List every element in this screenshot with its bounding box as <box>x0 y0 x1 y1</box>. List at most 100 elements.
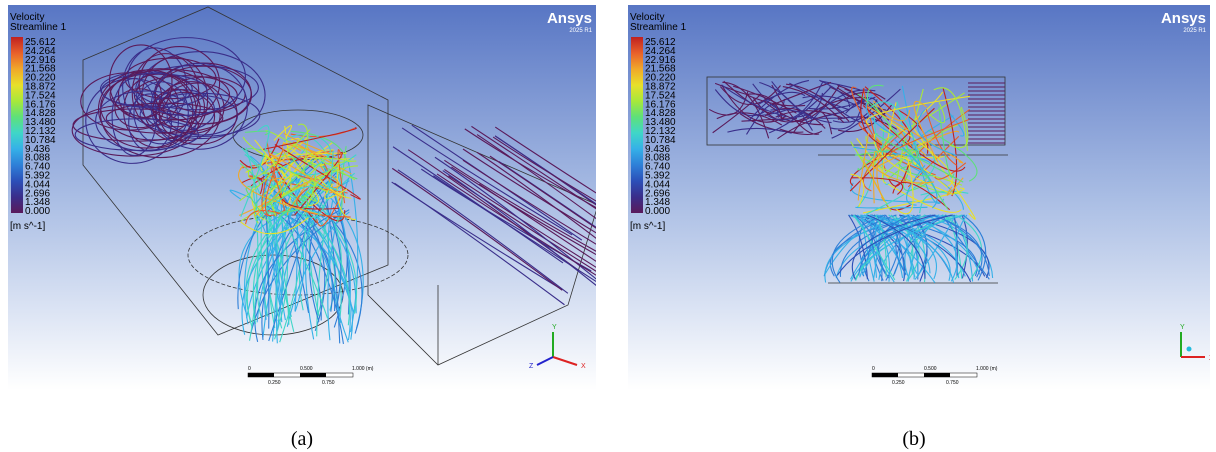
axis-z <box>1186 346 1192 352</box>
streamline <box>836 214 953 276</box>
streamline <box>873 100 911 122</box>
streamline <box>436 173 596 276</box>
streamline <box>251 173 336 311</box>
streamline <box>934 162 967 180</box>
streamline <box>240 177 263 195</box>
streamline <box>297 123 309 175</box>
streamline <box>867 106 964 164</box>
streamline <box>494 126 596 194</box>
streamline <box>95 90 197 152</box>
streamline <box>240 125 270 218</box>
streamline <box>819 80 861 91</box>
streamline <box>896 136 906 182</box>
streamline <box>270 166 287 204</box>
colorbar-label: 1.348 <box>25 197 50 208</box>
streamline <box>251 177 290 325</box>
streamline <box>327 177 350 341</box>
streamline <box>739 113 804 133</box>
streamline <box>839 214 921 277</box>
streamline <box>471 125 596 210</box>
colorbar-label: 13.480 <box>645 117 676 128</box>
streamline <box>758 91 806 105</box>
scale-label: 0.500 <box>924 366 937 372</box>
geometry <box>82 6 596 366</box>
streamline <box>856 214 907 275</box>
outline <box>367 104 596 366</box>
colorbar <box>11 37 23 213</box>
streamline <box>317 176 352 199</box>
streamline <box>74 118 200 151</box>
streamline <box>444 159 596 252</box>
brand-name: Ansys <box>1161 10 1206 27</box>
colorbar-label: 9.436 <box>25 144 50 155</box>
streamline <box>897 163 934 177</box>
streamline <box>837 103 893 132</box>
colorbar-label: 17.524 <box>25 90 56 101</box>
colorbar-label: 8.088 <box>645 153 670 164</box>
legend-variable: Velocity <box>10 12 44 23</box>
streamline <box>489 155 596 229</box>
streamline <box>849 107 935 192</box>
axis-label: Z <box>529 363 534 370</box>
streamline <box>476 151 596 239</box>
streamline <box>261 171 338 341</box>
streamline <box>927 129 978 182</box>
streamline <box>105 102 224 134</box>
streamline <box>150 62 248 150</box>
streamline <box>462 148 596 234</box>
colorbar-label: 18.872 <box>645 82 676 93</box>
streamline <box>295 175 330 211</box>
streamline <box>283 132 337 157</box>
streamline <box>254 139 287 178</box>
streamline <box>741 117 797 122</box>
streamline <box>913 100 939 163</box>
colorbar-label: 24.264 <box>25 46 56 57</box>
colorbar-label: 6.740 <box>25 162 50 173</box>
streamline <box>946 177 964 196</box>
streamline <box>850 173 865 208</box>
streamline <box>861 214 937 276</box>
streamline <box>239 163 260 188</box>
streamline <box>239 172 271 202</box>
colorbar-label: 20.220 <box>25 73 56 84</box>
streamline <box>492 136 596 202</box>
legend-object: Streamline 1 <box>10 22 67 33</box>
streamline <box>294 167 299 312</box>
streamline <box>910 214 958 282</box>
streamline <box>247 129 311 179</box>
scale-label: 0.250 <box>892 380 905 386</box>
streamline <box>848 214 868 280</box>
scale-bar <box>248 373 274 377</box>
streamline <box>274 144 361 200</box>
colorbar-label: 16.176 <box>645 99 676 110</box>
colorbar-label: 4.044 <box>25 179 50 190</box>
streamline <box>100 72 208 109</box>
streamline <box>875 133 964 183</box>
legend-variable: Velocity <box>630 12 664 23</box>
streamline <box>442 170 596 286</box>
streamline <box>262 127 357 150</box>
colorbar-label: 10.784 <box>645 135 676 146</box>
streamline <box>433 175 596 283</box>
streamline <box>907 135 960 188</box>
streamline <box>311 157 352 171</box>
streamline <box>256 166 343 319</box>
streamline <box>872 102 893 134</box>
streamline <box>764 107 826 129</box>
streamline <box>281 142 302 160</box>
streamline <box>292 141 352 175</box>
streamline <box>916 109 957 157</box>
streamline <box>889 118 970 157</box>
streamline <box>955 214 968 279</box>
colorbar-label: 22.916 <box>645 55 676 66</box>
colorbar-label: 12.132 <box>25 126 56 137</box>
streamline <box>303 193 363 334</box>
colorbar-label: 17.524 <box>645 90 676 101</box>
streamline <box>906 214 919 278</box>
streamline <box>851 86 889 162</box>
streamline <box>282 141 326 166</box>
streamline <box>902 214 981 275</box>
colorbar-label: 24.264 <box>645 46 676 57</box>
streamline <box>876 214 966 277</box>
